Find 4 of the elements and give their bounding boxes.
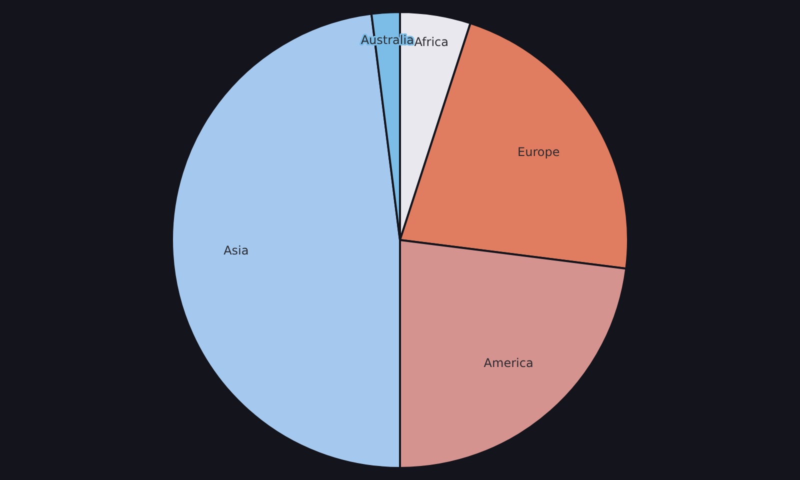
slice-label: Asia [224, 243, 249, 258]
slice-label: Europe [518, 145, 560, 160]
slice-label: America [484, 356, 534, 370]
slice-label: Africa [414, 34, 449, 49]
